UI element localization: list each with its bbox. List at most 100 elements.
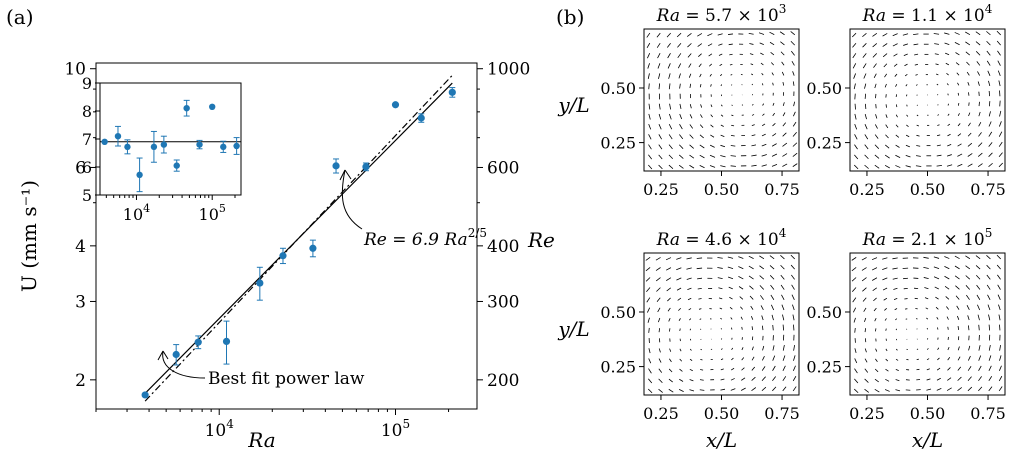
flow-vector bbox=[978, 324, 980, 331]
flow-vector bbox=[945, 62, 950, 66]
flow-vector bbox=[915, 74, 918, 76]
flow-vector bbox=[854, 134, 858, 140]
vf-y-tick-label: 0.50 bbox=[600, 79, 636, 98]
flow-vector bbox=[750, 63, 754, 66]
flow-vector bbox=[977, 304, 981, 311]
flow-vector bbox=[998, 141, 1003, 147]
flow-vector bbox=[914, 53, 919, 56]
flow-vector bbox=[741, 377, 746, 381]
flow-vector bbox=[760, 305, 764, 310]
flow-vector bbox=[677, 43, 682, 48]
flow-vector bbox=[885, 134, 889, 139]
flow-vector bbox=[885, 378, 890, 382]
main-data-point bbox=[141, 391, 149, 399]
vf-x-tick-label: 0.50 bbox=[704, 180, 740, 199]
flow-vector bbox=[658, 113, 662, 120]
flow-vector bbox=[751, 376, 756, 381]
flow-vector bbox=[751, 366, 756, 371]
flow-vector bbox=[792, 375, 797, 382]
re-fit-var: Ra bbox=[443, 230, 467, 250]
flow-vector bbox=[646, 32, 651, 38]
flow-vector bbox=[687, 53, 692, 58]
flow-vector bbox=[926, 358, 930, 361]
flow-vector bbox=[926, 368, 930, 371]
flow-vector bbox=[718, 287, 723, 290]
flow-vector bbox=[862, 32, 867, 38]
flow-vector bbox=[967, 376, 972, 381]
flow-vector bbox=[793, 101, 796, 107]
flow-vector bbox=[689, 83, 692, 88]
inset-data-points bbox=[101, 99, 240, 193]
flow-vector bbox=[699, 389, 705, 391]
flow-vector bbox=[790, 40, 795, 46]
flow-vector bbox=[686, 277, 692, 280]
flow-vector bbox=[872, 33, 878, 37]
flow-vector bbox=[947, 123, 951, 127]
flow-vector bbox=[720, 155, 726, 158]
flow-vector bbox=[978, 111, 981, 117]
flow-vector bbox=[709, 165, 716, 168]
flow-vector bbox=[916, 114, 919, 117]
flow-vector bbox=[977, 142, 983, 147]
flow-vector bbox=[668, 73, 671, 79]
flow-vector bbox=[699, 318, 702, 320]
flow-vector bbox=[882, 33, 888, 37]
flow-vector bbox=[730, 388, 736, 391]
main-data-point bbox=[332, 162, 340, 170]
flow-vector bbox=[751, 83, 753, 86]
vf-x-tick-label: 0.75 bbox=[970, 404, 1006, 423]
flow-vector bbox=[781, 304, 785, 311]
flow-vector bbox=[885, 114, 888, 118]
flow-vector bbox=[872, 287, 878, 292]
flow-vector bbox=[874, 318, 877, 322]
flow-vector bbox=[936, 164, 942, 167]
flow-vector bbox=[648, 378, 653, 384]
flow-vector bbox=[926, 327, 928, 330]
flow-vector bbox=[770, 304, 775, 311]
flow-vector bbox=[751, 387, 757, 391]
inset-y-tick-label: 8 bbox=[82, 102, 92, 121]
flow-vector bbox=[904, 63, 908, 67]
flow-vector bbox=[852, 307, 857, 313]
flow-vector bbox=[978, 376, 982, 382]
flow-vector bbox=[997, 50, 1001, 56]
flow-vector bbox=[645, 277, 651, 282]
flow-vector bbox=[905, 144, 910, 148]
flow-vector bbox=[761, 376, 766, 381]
flow-vector bbox=[874, 154, 880, 159]
flow-vector bbox=[874, 378, 879, 383]
flow-vector bbox=[864, 348, 867, 353]
flow-vector bbox=[854, 368, 858, 374]
main-data-point bbox=[256, 279, 264, 287]
flow-vector bbox=[658, 73, 661, 79]
flow-vector bbox=[793, 111, 796, 117]
flow-vector bbox=[728, 286, 733, 290]
flow-vector bbox=[780, 51, 785, 56]
flow-vector bbox=[968, 112, 971, 117]
flow-vector bbox=[954, 32, 960, 35]
flow-vector bbox=[717, 33, 723, 36]
flow-vector bbox=[916, 124, 920, 127]
flow-vector bbox=[882, 53, 888, 58]
flow-vector bbox=[967, 132, 972, 137]
flow-vector bbox=[782, 122, 786, 127]
main-plot-frame bbox=[95, 62, 478, 410]
flow-vector bbox=[738, 266, 744, 270]
flow-vector bbox=[748, 265, 754, 270]
flow-vector bbox=[782, 355, 786, 361]
flow-vector bbox=[791, 284, 795, 290]
flow-vector bbox=[782, 386, 787, 392]
flow-vector bbox=[977, 152, 983, 157]
flow-vector bbox=[968, 325, 970, 331]
flow-vector bbox=[729, 53, 733, 56]
flow-vector bbox=[696, 267, 703, 270]
flow-vector bbox=[852, 42, 857, 48]
flow-vector bbox=[687, 297, 692, 301]
re-fit-exp: 2/5 bbox=[468, 226, 487, 240]
vf-x-tick-label: 0.25 bbox=[643, 180, 679, 199]
flow-vector bbox=[957, 153, 963, 157]
flow-vector bbox=[851, 267, 857, 272]
flow-vector bbox=[689, 368, 693, 372]
flow-vector bbox=[997, 294, 1001, 300]
flow-vector bbox=[882, 257, 888, 260]
